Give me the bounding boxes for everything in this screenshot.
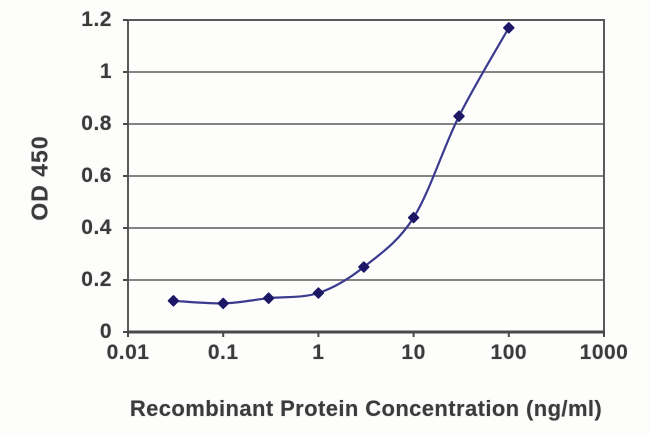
y-tick-label: 0.8 <box>81 112 112 135</box>
data-point-marker <box>358 261 370 273</box>
data-point-marker <box>167 295 180 307</box>
y-tick-label: 0.6 <box>81 164 112 187</box>
y-tick-label: 0.4 <box>81 216 112 239</box>
y-tick-label: 1 <box>99 60 112 83</box>
series-line <box>172 26 510 305</box>
y-tick-label: 1.2 <box>81 8 112 31</box>
x-tick-label: 1000 <box>579 341 629 364</box>
y-tick-label: 0.2 <box>81 268 112 291</box>
data-point-marker <box>217 297 229 310</box>
x-axis-title: Recombinant Protein Concentration (ng/ml… <box>129 396 603 421</box>
x-tick-label: 0.01 <box>106 341 150 364</box>
y-axis-title: OD 450 <box>26 135 53 221</box>
data-point-marker <box>407 211 420 224</box>
x-tick-label: 1 <box>312 341 325 364</box>
x-tick-label: 0.1 <box>207 341 239 364</box>
y-tick-label: 0 <box>99 320 112 343</box>
data-point-marker <box>262 292 275 304</box>
data-point-marker <box>453 110 465 122</box>
data-point-marker <box>312 287 325 299</box>
x-tick-label: 100 <box>490 341 528 364</box>
data-point-marker <box>503 22 515 34</box>
x-tick-label: 10 <box>401 341 426 364</box>
